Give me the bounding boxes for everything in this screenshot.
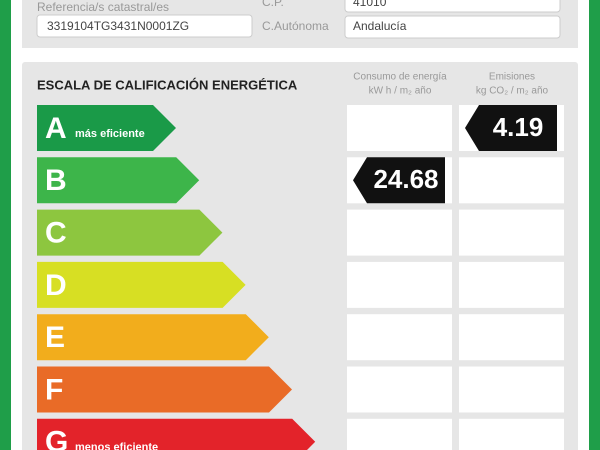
cadastral-label: Referencia/s catastral/es xyxy=(37,0,169,14)
class-arrow xyxy=(37,261,246,308)
consumption-cell xyxy=(347,366,452,413)
consumption-pointer xyxy=(353,157,445,204)
cadastral-value: 3319104TG3431N0001ZG xyxy=(47,19,189,33)
region-value: Andalucía xyxy=(353,19,407,33)
consumption-cell xyxy=(347,261,452,308)
cp-value: 41010 xyxy=(353,0,387,9)
emissions-cell xyxy=(459,366,564,413)
consumption-cell xyxy=(347,418,452,450)
consumption-header: Consumo de energía xyxy=(353,72,447,83)
emissions-header: Emisiones xyxy=(489,72,535,83)
class-arrow xyxy=(37,209,223,256)
emissions-cell xyxy=(459,314,564,361)
consumption-unit: kW h / m₂ año xyxy=(369,86,432,97)
class-letter: C xyxy=(45,217,67,250)
class-letter: G xyxy=(45,426,68,450)
class-arrow xyxy=(37,314,269,361)
class-arrow xyxy=(37,418,316,450)
class-arrow xyxy=(37,105,176,151)
class-letter: B xyxy=(45,164,67,197)
class-note: menos eficiente xyxy=(75,442,158,450)
emissions-pointer xyxy=(465,105,557,151)
border-left xyxy=(0,0,11,450)
consumption-cell xyxy=(347,209,452,256)
emissions-cell xyxy=(459,261,564,308)
class-letter: A xyxy=(45,112,67,145)
cadastral-box xyxy=(36,14,253,38)
region-label: C.Autónoma xyxy=(262,19,329,33)
class-note: más eficiente xyxy=(75,128,145,140)
class-arrow xyxy=(37,366,292,413)
class-letter: E xyxy=(45,321,65,354)
class-arrow xyxy=(37,157,200,204)
cp-box xyxy=(344,0,561,13)
consumption-value: 24.68 xyxy=(373,164,438,194)
emissions-cell xyxy=(459,418,564,450)
consumption-cell xyxy=(347,314,452,361)
emissions-cell xyxy=(459,209,564,256)
scale-title: ESCALA DE CALIFICACIÓN ENERGÉTICA xyxy=(37,77,298,92)
emissions-unit: kg CO₂ / m₂ año xyxy=(476,86,549,97)
cp-label: C.P. xyxy=(262,0,284,9)
class-letter: F xyxy=(45,373,63,406)
class-letter: D xyxy=(45,269,67,302)
border-right xyxy=(589,0,600,450)
region-box xyxy=(344,15,561,39)
emissions-cell xyxy=(459,157,564,204)
emissions-value: 4.19 xyxy=(493,112,544,142)
consumption-cell xyxy=(347,105,452,151)
